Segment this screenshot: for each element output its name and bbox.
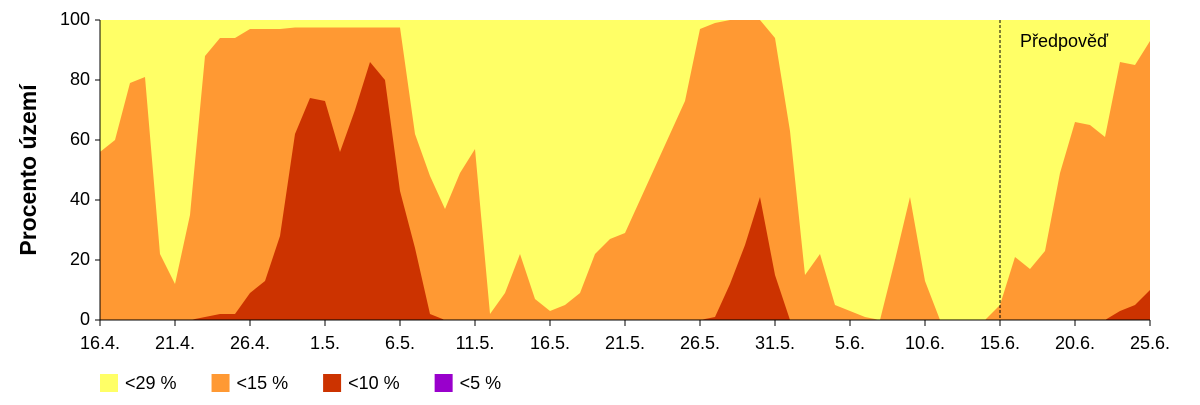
x-tick-label: 16.4. <box>80 333 120 353</box>
x-tick-label: 6.5. <box>385 333 415 353</box>
x-tick-label: 21.4. <box>155 333 195 353</box>
y-tick-label: 20 <box>70 249 90 269</box>
x-tick-label: 16.5. <box>530 333 570 353</box>
legend-swatch <box>100 374 118 392</box>
legend-swatch <box>434 374 453 392</box>
y-tick-label: 100 <box>60 9 90 29</box>
x-tick-label: 15.6. <box>980 333 1020 353</box>
legend-label: <5 % <box>460 373 502 393</box>
area <box>100 62 1150 320</box>
y-tick-label: 80 <box>70 69 90 89</box>
y-axis-label: Procento území <box>15 83 41 256</box>
y-tick-label: 0 <box>80 309 90 329</box>
x-tick-label: 21.5. <box>605 333 645 353</box>
x-tick-label: 11.5. <box>456 333 495 353</box>
x-tick-label: 10.6. <box>905 333 945 353</box>
x-tick-label: 26.4. <box>230 333 270 353</box>
legend-label: <15 % <box>237 373 289 393</box>
x-tick-label: 1.5. <box>310 333 340 353</box>
annotation: Předpověď <box>1020 31 1109 51</box>
legend-swatch <box>323 374 342 392</box>
y-tick-label: 60 <box>70 129 90 149</box>
legend-label: <29 % <box>125 373 177 393</box>
legend-swatch <box>211 374 230 392</box>
x-tick-label: 5.6. <box>835 333 865 353</box>
legend-label: <10 % <box>348 373 400 393</box>
x-tick-label: 20.6. <box>1055 333 1095 353</box>
y-tick-label: 40 <box>70 189 90 209</box>
x-tick-label: 25.6. <box>1130 333 1170 353</box>
x-tick-label: 31.5. <box>755 333 795 353</box>
x-tick-label: 26.5. <box>680 333 720 353</box>
